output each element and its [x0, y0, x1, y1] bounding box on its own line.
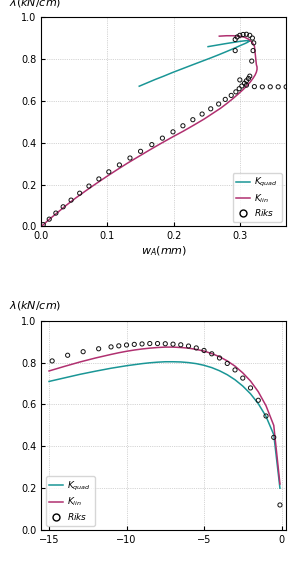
Point [148, 339, 152, 348]
Point [109, 343, 113, 352]
Legend: $K_{quad}$, $K_{lin}$, $Riks$: $K_{quad}$, $K_{lin}$, $Riks$ [46, 477, 95, 526]
X-axis label: $w_A(mm)$: $w_A(mm)$ [141, 244, 187, 258]
Point [216, 99, 221, 108]
Point [191, 115, 195, 124]
Point [251, 46, 255, 55]
Point [186, 341, 191, 351]
Point [223, 95, 228, 104]
Point [155, 339, 160, 348]
Point [248, 31, 252, 40]
Point [150, 140, 154, 149]
Point [248, 384, 253, 393]
Point [225, 359, 230, 368]
Point [234, 87, 238, 96]
Point [128, 153, 132, 162]
Point [117, 341, 121, 351]
Point [229, 91, 234, 100]
Point [237, 75, 242, 84]
Point [53, 209, 58, 218]
Point [200, 109, 204, 119]
Point [124, 340, 129, 349]
Point [65, 351, 70, 360]
Point [138, 146, 143, 156]
Point [178, 340, 183, 349]
Point [240, 82, 244, 91]
Point [256, 396, 260, 405]
Point [160, 133, 165, 142]
Point [235, 32, 240, 42]
Point [233, 46, 237, 55]
Point [278, 500, 282, 510]
Point [233, 365, 237, 374]
Point [217, 353, 222, 363]
Point [106, 167, 111, 176]
Point [271, 433, 276, 442]
Point [47, 214, 52, 223]
Point [50, 356, 55, 365]
Point [81, 347, 86, 356]
Point [250, 34, 255, 43]
Point [140, 339, 144, 348]
Point [96, 174, 101, 184]
Point [202, 346, 206, 355]
Point [117, 160, 122, 169]
Point [251, 38, 256, 47]
Point [237, 31, 242, 40]
Point [208, 104, 213, 113]
Point [41, 220, 46, 229]
Point [264, 412, 268, 421]
Point [61, 202, 65, 211]
Point [96, 344, 101, 353]
Point [171, 340, 176, 349]
Point [246, 74, 251, 83]
Point [252, 82, 257, 91]
Point [249, 56, 254, 66]
Point [284, 82, 289, 91]
Point [268, 82, 273, 91]
Point [241, 30, 245, 39]
Point [244, 76, 249, 86]
Point [87, 181, 91, 190]
Point [244, 30, 249, 39]
Point [248, 72, 252, 81]
Point [237, 84, 242, 93]
Point [244, 80, 249, 89]
Text: $\lambda(kN/cm)$: $\lambda(kN/cm)$ [9, 0, 62, 9]
Point [181, 121, 185, 131]
Point [194, 343, 199, 352]
Legend: $K_{quad}$, $K_{lin}$, $Riks$: $K_{quad}$, $K_{lin}$, $Riks$ [232, 173, 282, 222]
Point [171, 127, 175, 136]
Point [233, 35, 237, 44]
Point [260, 82, 265, 91]
Point [242, 79, 247, 88]
Point [69, 196, 73, 205]
Point [163, 339, 168, 348]
Point [276, 82, 281, 91]
Text: $\lambda(kN/cm)$: $\lambda(kN/cm)$ [9, 299, 62, 312]
Point [132, 340, 137, 349]
Point [209, 349, 214, 359]
Point [77, 189, 82, 198]
Point [240, 373, 245, 382]
